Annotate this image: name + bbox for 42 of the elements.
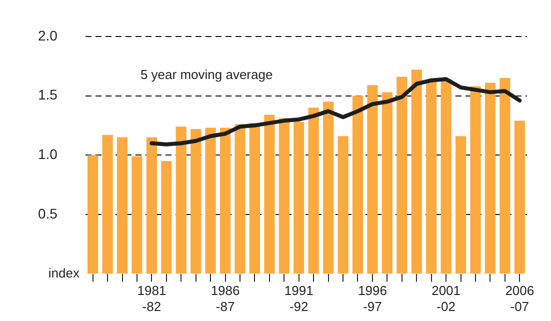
bar	[455, 136, 466, 274]
y-tick-label: 1.5	[38, 86, 58, 103]
bar	[116, 137, 128, 274]
x-tick-label: 1991 -92	[284, 283, 314, 314]
bar	[426, 82, 437, 274]
x-tick-label: 1981 -82	[137, 283, 166, 314]
bar	[411, 70, 422, 274]
bar	[396, 76, 408, 274]
x-tick-label: 1996 -97	[358, 283, 387, 314]
bar	[278, 118, 290, 274]
bar	[323, 102, 334, 274]
bar	[382, 92, 392, 274]
x-tick-label: 2006 -07	[505, 283, 534, 314]
bar	[264, 114, 275, 274]
bar	[500, 78, 510, 274]
y-tick-label: 0.5	[38, 205, 58, 222]
bar	[308, 108, 319, 274]
bar	[102, 134, 113, 274]
bar	[132, 156, 142, 274]
y-tick-label: 1.0	[38, 146, 58, 162]
y-axis-title: index	[48, 265, 80, 280]
bar	[249, 123, 260, 274]
bar	[88, 155, 98, 274]
bar	[176, 126, 186, 274]
bar	[294, 122, 304, 274]
x-tick-label: 2001 -02	[432, 283, 461, 314]
bar	[440, 79, 452, 274]
bar	[514, 120, 525, 274]
y-tick-label: 2.0	[38, 27, 58, 44]
annotation: 5 year moving average	[140, 67, 273, 82]
bar	[161, 161, 172, 274]
bar	[338, 136, 348, 274]
bar	[205, 128, 216, 274]
bar	[352, 96, 364, 274]
bar	[484, 82, 496, 274]
bar	[367, 85, 378, 274]
x-tick-label: 1986 -87	[210, 283, 240, 314]
bar	[234, 124, 246, 274]
bar	[470, 86, 481, 274]
bar	[146, 137, 157, 274]
bar	[190, 128, 202, 274]
bar	[220, 128, 231, 274]
